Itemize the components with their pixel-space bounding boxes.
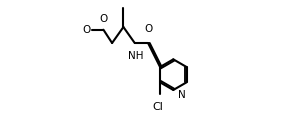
Text: O: O — [99, 14, 108, 24]
Text: NH: NH — [128, 51, 144, 61]
Text: N: N — [178, 90, 186, 100]
Text: O: O — [144, 24, 152, 34]
Text: Cl: Cl — [152, 102, 163, 112]
Text: O: O — [83, 25, 91, 35]
